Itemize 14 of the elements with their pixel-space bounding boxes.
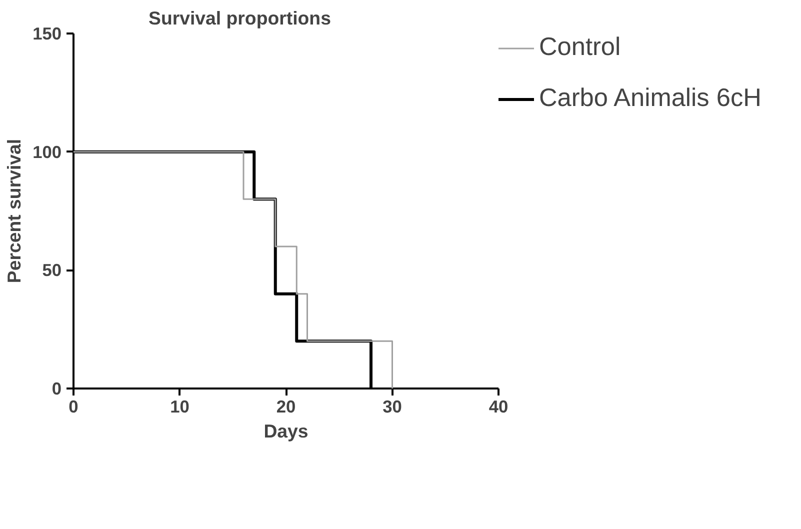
y-tick-label: 100: [32, 142, 62, 162]
x-tick-label: 0: [68, 396, 78, 416]
y-tick-label: 50: [42, 260, 62, 280]
chart-title: Survival proportions: [148, 8, 331, 28]
x-tick-label: 40: [488, 396, 508, 416]
y-tick-label: 0: [52, 378, 62, 398]
x-tick-label: 30: [382, 396, 402, 416]
y-axis-title: Percent survival: [4, 138, 25, 284]
x-tick-label: 20: [276, 396, 296, 416]
y-tick-label: 150: [32, 24, 62, 44]
x-tick-label: 10: [170, 396, 190, 416]
legend-label: Carbo Animalis 6cH: [539, 84, 762, 113]
legend-label: Control: [539, 33, 621, 62]
x-axis-title: Days: [264, 420, 308, 442]
